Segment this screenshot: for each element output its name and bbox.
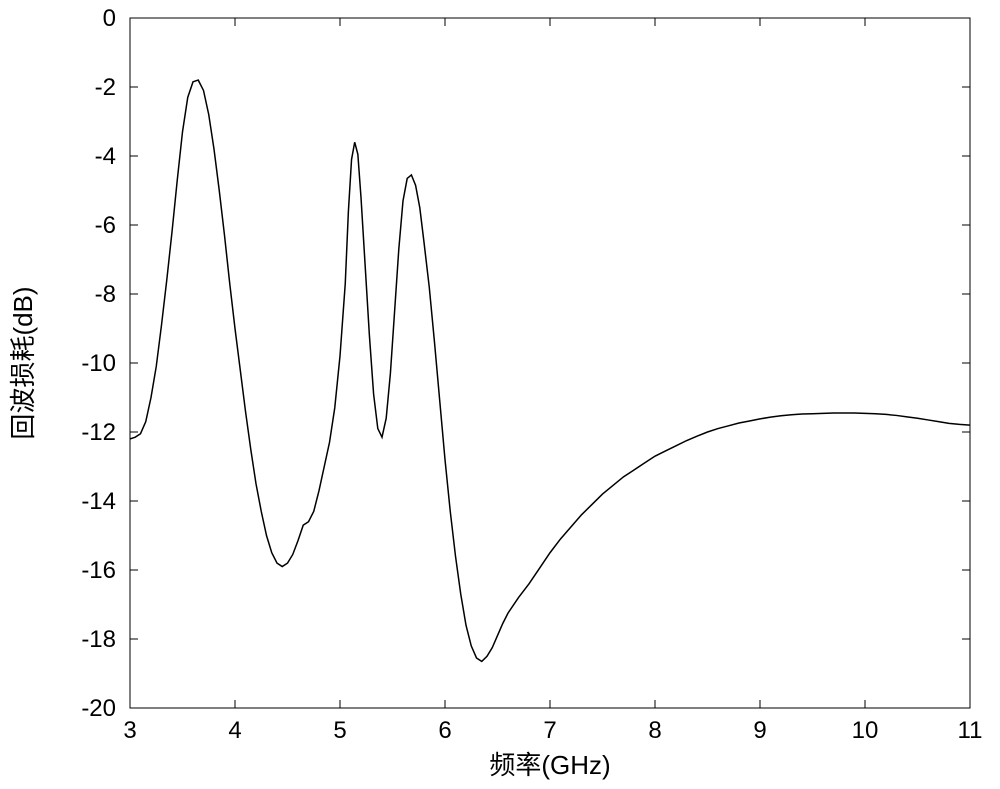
x-tick-label: 10: [852, 717, 879, 744]
x-tick-label: 11: [958, 717, 983, 744]
y-tick-label: -6: [95, 212, 116, 239]
y-axis-label: 回波损耗(dB): [8, 286, 38, 439]
y-tick-label: -18: [81, 626, 116, 653]
y-tick-label: -10: [81, 350, 116, 377]
y-tick-label: -14: [81, 488, 116, 515]
x-tick-label: 6: [438, 717, 451, 744]
plot-box: [130, 18, 970, 708]
y-tick-label: -16: [81, 557, 116, 584]
series-return-loss: [130, 80, 970, 661]
x-tick-label: 3: [123, 717, 136, 744]
x-tick-label: 5: [333, 717, 346, 744]
y-tick-label: -12: [81, 419, 116, 446]
y-tick-label: -2: [95, 74, 116, 101]
x-tick-label: 7: [543, 717, 556, 744]
x-axis-label: 频率(GHz): [489, 750, 610, 780]
x-tick-label: 4: [228, 717, 241, 744]
y-tick-label: -8: [95, 281, 116, 308]
chart-container: 34567891011-20-18-16-14-12-10-8-6-4-20频率…: [0, 0, 1000, 789]
x-tick-label: 8: [648, 717, 661, 744]
chart-svg: 34567891011-20-18-16-14-12-10-8-6-4-20频率…: [0, 0, 1000, 789]
x-tick-label: 9: [753, 717, 766, 744]
y-tick-label: -20: [81, 695, 116, 722]
y-tick-label: 0: [103, 5, 116, 32]
y-tick-label: -4: [95, 143, 116, 170]
